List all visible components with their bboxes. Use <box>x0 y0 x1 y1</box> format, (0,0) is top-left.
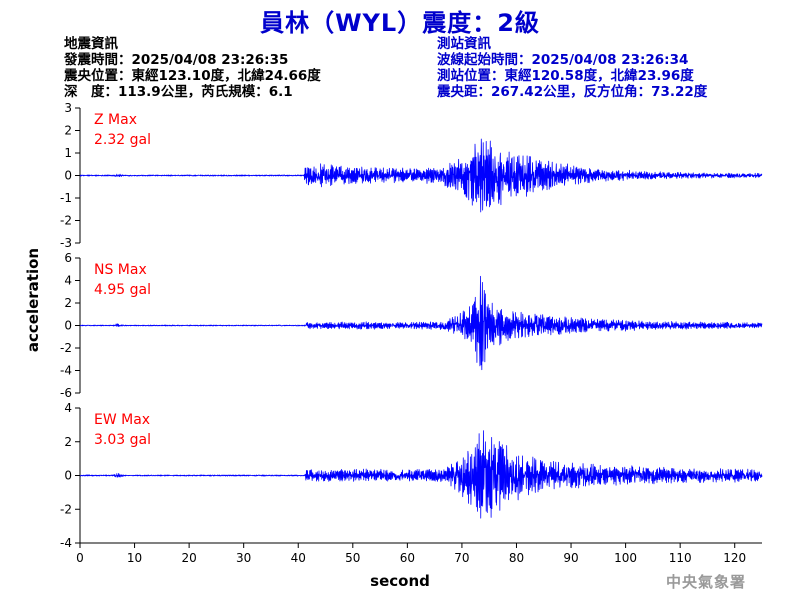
station-location: 測站位置：東經120.58度，北緯23.96度 <box>437 68 694 84</box>
y-tick-label: 0 <box>64 319 72 333</box>
x-tick-label: 0 <box>76 551 84 565</box>
x-tick-label: 40 <box>291 551 306 565</box>
origin-time: 發震時間：2025/04/08 23:26:35 <box>64 52 289 68</box>
x-tick-label: 90 <box>563 551 578 565</box>
epicenter-location: 震央位置：東經123.10度，北緯24.66度 <box>64 68 321 84</box>
panel-z: -3 -2 -1 0 1 2 3 Z Max 2.32 gal <box>60 101 763 250</box>
y-tick-label: -2 <box>60 214 72 228</box>
x-tick-label: 20 <box>181 551 196 565</box>
x-tick-label: 60 <box>400 551 415 565</box>
y-tick-label: 4 <box>64 274 72 288</box>
earthquake-info: 地震資訊 發震時間：2025/04/08 23:26:35 震央位置：東經123… <box>64 36 321 100</box>
y-axis-label: acceleration <box>24 248 42 352</box>
max-value: 2.32 gal <box>94 132 151 148</box>
x-tick-label: 110 <box>669 551 692 565</box>
panel-ns: -6 -4 -2 0 2 4 6 NS Max 4.95 gal <box>60 251 763 400</box>
y-tick-label: -4 <box>60 536 72 550</box>
depth-magnitude: 深 度：113.9公里，芮氏規模：6.1 <box>64 84 293 100</box>
max-label: EW Max <box>94 412 150 428</box>
y-tick-label: 2 <box>64 435 72 449</box>
x-axis-label: second <box>370 572 430 590</box>
y-tick-label: -1 <box>60 191 72 205</box>
seismogram-panels: -3 -2 -1 0 1 2 3 Z Max 2.32 gal -6 -4 -2 0 2 4 6 NS Max 4… <box>60 101 763 550</box>
x-axis: 0 10 20 30 40 50 60 70 80 90 100 110 120 <box>76 542 762 565</box>
max-label: Z Max <box>94 112 137 128</box>
x-tick-label: 70 <box>454 551 469 565</box>
panel-ew: -4 -2 0 2 4 EW Max 3.03 gal <box>60 401 763 550</box>
x-tick-label: 100 <box>614 551 637 565</box>
waveform-trace <box>79 275 763 371</box>
y-tick-label: -3 <box>60 236 72 250</box>
station-info: 測站資訊 波線起始時間：2025/04/08 23:26:34 測站位置：東經1… <box>437 36 707 100</box>
y-tick-label: 2 <box>64 296 72 310</box>
y-tick-label: 2 <box>64 124 72 138</box>
y-tick-label: 4 <box>64 401 72 415</box>
waveform-start-time: 波線起始時間：2025/04/08 23:26:34 <box>437 52 689 68</box>
x-tick-label: 120 <box>723 551 746 565</box>
max-value: 4.95 gal <box>94 282 151 298</box>
x-tick-label: 10 <box>127 551 142 565</box>
station-info-heading: 測站資訊 <box>437 36 491 52</box>
agency-footer: 中央氣象署 <box>665 573 746 591</box>
chart-title: 員林（WYL）震度：2級 <box>260 9 540 37</box>
y-tick-label: 0 <box>64 469 72 483</box>
x-tick-label: 50 <box>345 551 360 565</box>
y-tick-label: -2 <box>60 341 72 355</box>
y-tick-label: 1 <box>64 146 72 160</box>
y-tick-label: -2 <box>60 502 72 516</box>
y-tick-label: -4 <box>60 364 72 378</box>
x-tick-label: 80 <box>509 551 524 565</box>
y-tick-label: 0 <box>64 169 72 183</box>
waveform-trace <box>79 138 763 213</box>
max-label: NS Max <box>94 262 147 278</box>
y-tick-label: 3 <box>64 101 72 115</box>
waveform-trace <box>79 430 763 519</box>
max-value: 3.03 gal <box>94 432 151 448</box>
epicentral-distance: 震央距：267.42公里，反方位角：73.22度 <box>437 84 708 100</box>
x-tick-label: 30 <box>236 551 251 565</box>
earthquake-info-heading: 地震資訊 <box>64 36 118 52</box>
y-tick-label: 6 <box>64 251 72 265</box>
y-tick-label: -6 <box>60 386 72 400</box>
